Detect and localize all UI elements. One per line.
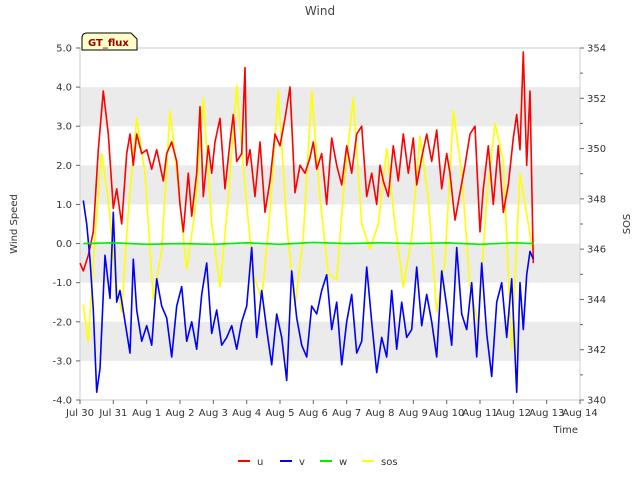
y-tick-label: 1.0 (56, 200, 72, 211)
x-tick-label: Aug 8 (365, 408, 394, 419)
badge-box (81, 32, 138, 51)
legend-label-u: u (257, 457, 263, 468)
legend-label-sos: sos (381, 457, 398, 468)
x-tick-label: Aug 4 (232, 408, 261, 419)
series-line-v (82, 200, 535, 394)
dataset-badge: GT_flux (81, 32, 138, 51)
plot-background-bands (80, 87, 580, 361)
x-tick-label: Aug 5 (265, 408, 294, 419)
x-tick-label: Aug 3 (199, 408, 228, 419)
x-tick-label: Aug 6 (299, 408, 328, 419)
y-tick-label: -2.0 (52, 317, 72, 328)
x-tick-label: Jul 30 (65, 408, 94, 419)
x-axis-ticks: Jul 30 Jul 31 Aug 1 Aug 2 Aug 3 Aug 4 Aug 5 Aug… (65, 400, 598, 419)
x-tick-label: Aug 7 (332, 408, 361, 419)
series-line-w (83, 241, 534, 246)
y-axis-title: Wind Speed (9, 194, 20, 254)
grid-band (80, 321, 580, 361)
chart-title: Wind (305, 4, 335, 18)
y-tick-label: -1.0 (52, 278, 72, 289)
y2-tick-label: 342 (587, 345, 606, 356)
left-axis-ticks: -4.0 -3.0 -2.0 -1.0 0.0 1.0 2.0 3.0 4.0 5.0 (52, 44, 80, 407)
legend: u v w sos (238, 457, 398, 468)
x-tick-label: Aug 11 (462, 408, 497, 419)
y-tick-label: 0.0 (56, 239, 72, 250)
y-tick-label: 4.0 (56, 83, 72, 94)
series-line-u (79, 51, 535, 272)
legend-label-v: v (299, 457, 305, 468)
y-tick-label: -4.0 (52, 396, 72, 407)
x-tick-label: Aug 13 (529, 408, 564, 419)
x-tick-label: Aug 14 (562, 408, 597, 419)
badge-label: GT_flux (88, 38, 129, 49)
y2-tick-label: 350 (587, 144, 606, 155)
y2-tick-label: 352 (587, 94, 606, 105)
y2-tick-label: 354 (587, 44, 606, 55)
x-tick-label: Aug 1 (132, 408, 161, 419)
x-tick-label: Aug 2 (165, 408, 194, 419)
x-tick-label: Aug 10 (429, 408, 464, 419)
y2-axis-title: SOS (622, 214, 633, 235)
y2-tick-label: 344 (587, 295, 606, 306)
grid-band (80, 87, 580, 127)
x-tick-label: Jul 31 (98, 408, 127, 419)
y2-tick-label: 348 (587, 194, 606, 205)
y-tick-label: 2.0 (56, 161, 72, 172)
x-axis-title: Time (553, 425, 578, 436)
x-tick-label: Aug 12 (496, 408, 531, 419)
series-line-sos (82, 84, 535, 351)
series-layer (79, 51, 535, 394)
y-tick-label: 3.0 (56, 122, 72, 133)
legend-label-w: w (339, 457, 347, 468)
y2-tick-label: 346 (587, 245, 606, 256)
y-tick-label: 5.0 (56, 44, 72, 55)
right-axis-ticks: 340 342 344 346 348 350 352 354 (580, 44, 606, 407)
y-tick-label: -3.0 (52, 356, 72, 367)
grid-band (80, 243, 580, 283)
y2-tick-label: 340 (587, 396, 606, 407)
x-tick-label: Aug 9 (399, 408, 428, 419)
